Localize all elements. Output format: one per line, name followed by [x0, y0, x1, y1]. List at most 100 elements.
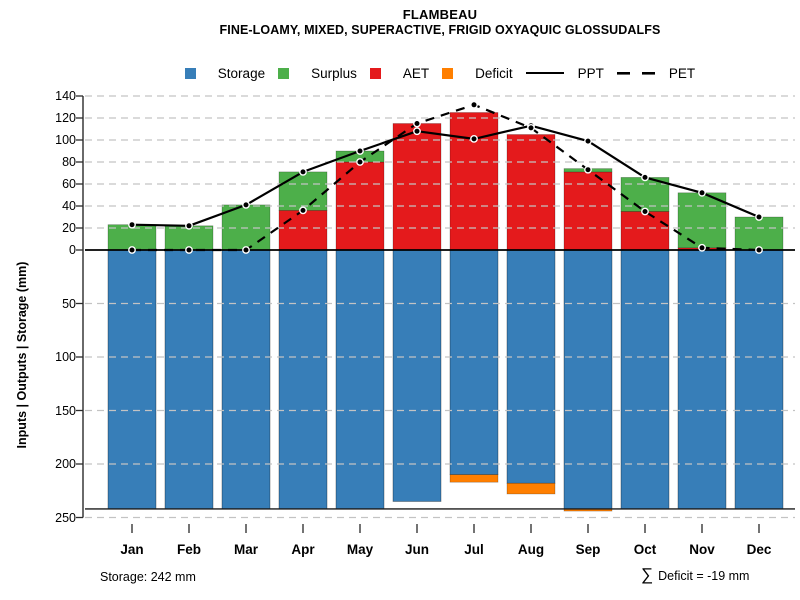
- legend-item-ppt: PPT: [525, 65, 604, 81]
- chart-title: FLAMBEAU: [402, 7, 478, 22]
- chart-subtitle: FINE-LOAMY, MIXED, SUPERACTIVE, FRIGID O…: [219, 23, 661, 37]
- pet-marker-may: [356, 158, 364, 166]
- deficit-bar-jul: [449, 474, 499, 483]
- surplus-swatch-icon: [278, 67, 290, 79]
- pet-marker-oct: [641, 207, 649, 216]
- pet-marker-apr: [299, 206, 307, 215]
- legend-item-aet: AET: [369, 65, 430, 81]
- storage-bar-sep: [563, 249, 613, 510]
- pet-marker-jan: [128, 246, 136, 254]
- deficit-bar-aug: [506, 482, 556, 495]
- x-tick-label-jun: Jun: [404, 542, 429, 557]
- dashed-line-swatch-icon: [616, 71, 655, 75]
- pet-marker-jun: [413, 119, 421, 128]
- storage-bar-may: [335, 249, 385, 510]
- y-tick-label-0: 0: [69, 243, 76, 257]
- aet-bar-jul: [449, 112, 499, 251]
- x-tick-label-feb: Feb: [176, 542, 201, 557]
- legend-item-pet: PET: [616, 65, 696, 81]
- pet-line: [132, 103, 760, 252]
- surplus-bar-apr: [278, 171, 328, 211]
- storage-bar-jul: [449, 249, 499, 476]
- y-tick-label-60: 60: [62, 177, 76, 191]
- y-tick-label-20: 20: [62, 221, 76, 235]
- storage-bar-mar: [221, 249, 271, 510]
- storage-bar-oct: [620, 249, 670, 510]
- ppt-marker-dec: [755, 213, 763, 221]
- ppt-marker-mar: [242, 200, 250, 209]
- pet-marker-feb: [185, 246, 193, 254]
- y-tick-label-bottom-100: 100: [55, 350, 76, 364]
- legend-label: PPT: [577, 65, 604, 81]
- storage-bar-jun: [392, 249, 442, 502]
- x-tick-label-sep: Sep: [575, 542, 601, 557]
- ppt-marker-oct: [641, 173, 649, 182]
- pet-marker-jul: [470, 100, 478, 109]
- aet-bar-apr: [278, 210, 328, 251]
- x-tick-label-jul: Jul: [464, 542, 484, 557]
- aet-bar-aug: [506, 134, 556, 251]
- x-tick-label-may: May: [346, 542, 374, 557]
- aet-bar-jun: [392, 123, 442, 251]
- y-tick-label-bottom-50: 50: [62, 296, 76, 311]
- legend-label: Surplus: [311, 65, 357, 81]
- x-tick-label-apr: Apr: [291, 542, 315, 557]
- ppt-marker-jul: [470, 134, 478, 143]
- storage-bar-dec: [734, 249, 784, 510]
- y-tick-label-bottom-200: 200: [55, 457, 76, 471]
- legend-label: Storage: [217, 65, 266, 81]
- surplus-bar-feb: [164, 225, 214, 251]
- y-tick-label-40: 40: [62, 199, 76, 213]
- storage-swatch-icon: [184, 67, 196, 79]
- storage-annotation: Storage: 242 mm: [100, 570, 196, 584]
- solid-line-swatch-icon: [525, 72, 564, 74]
- aet-swatch-icon: [369, 67, 381, 79]
- x-tick-label-dec: Dec: [746, 542, 772, 557]
- pet-marker-dec: [755, 246, 763, 254]
- aet-bar-oct: [620, 211, 670, 251]
- storage-bar-apr: [278, 249, 328, 510]
- x-tick-label-aug: Aug: [517, 542, 545, 557]
- legend-item-surplus: Surplus: [278, 66, 357, 81]
- aet-bar-sep: [563, 171, 613, 251]
- sigma-symbol: ∑: [641, 565, 654, 584]
- deficit-annotation-text: Deficit = -19 mm: [658, 569, 750, 583]
- y-tick-label-bottom-150: 150: [55, 403, 76, 418]
- x-tick-label-nov: Nov: [689, 542, 715, 557]
- legend-item-storage: Storage: [184, 65, 266, 81]
- x-tick-label-mar: Mar: [233, 542, 258, 557]
- storage-bar-jan: [107, 249, 157, 510]
- legend-label: Deficit: [475, 65, 513, 81]
- ppt-marker-sep: [584, 137, 592, 146]
- ppt-marker-jan: [128, 220, 136, 229]
- pet-marker-aug: [527, 124, 535, 132]
- pet-marker-sep: [584, 165, 592, 174]
- storage-bar-aug: [506, 249, 556, 484]
- ppt-line: [131, 124, 760, 227]
- y-tick-label-140: 140: [55, 89, 76, 103]
- ppt-marker-jun: [413, 127, 421, 136]
- deficit-annotation: ∑ Deficit = -19 mm: [641, 565, 750, 586]
- surplus-bar-jan: [107, 224, 157, 251]
- ppt-marker-may: [356, 147, 364, 155]
- y-tick-label-100: 100: [55, 133, 76, 147]
- pet-marker-nov: [698, 243, 706, 252]
- legend-item-deficit: Deficit: [442, 66, 513, 81]
- ppt-marker-apr: [299, 167, 307, 176]
- surplus-bar-dec: [734, 216, 784, 251]
- legend: Storage Surplus AET Deficit PPT PET: [85, 64, 795, 82]
- pet-marker-mar: [242, 246, 250, 254]
- ppt-marker-feb: [185, 221, 193, 230]
- legend-label: AET: [402, 65, 430, 81]
- deficit-swatch-icon: [442, 67, 454, 79]
- y-tick-label-120: 120: [55, 111, 76, 125]
- x-tick-label-oct: Oct: [633, 542, 657, 557]
- ppt-marker-nov: [698, 188, 706, 197]
- legend-label: PET: [668, 65, 696, 81]
- storage-bar-feb: [164, 249, 214, 510]
- storage-bar-nov: [677, 249, 727, 510]
- x-tick-label-jan: Jan: [120, 542, 144, 557]
- y-tick-label-80: 80: [62, 155, 76, 169]
